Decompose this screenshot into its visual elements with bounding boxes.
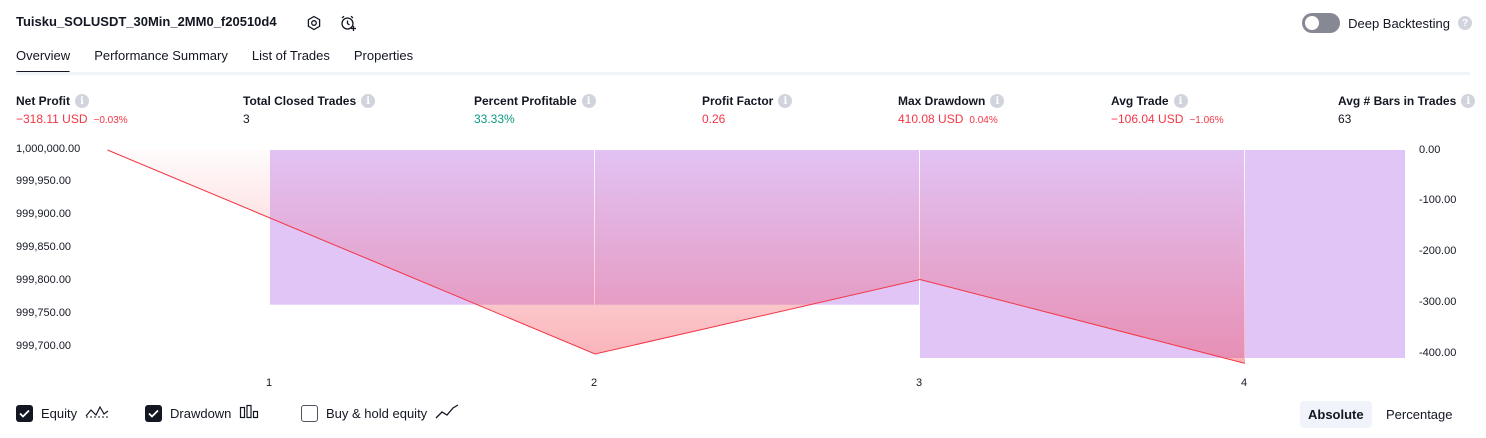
y-tick-right: -300.00 (1419, 296, 1457, 308)
info-icon[interactable]: i (75, 94, 89, 108)
stat-percent: −1.06% (1189, 115, 1224, 126)
equity-icon (85, 404, 109, 423)
stat-percent-profitable: Percent Profitable i 33.33% (474, 94, 596, 126)
tab-list-of-trades[interactable]: List of Trades (251, 48, 330, 63)
stat-label: Percent Profitable (474, 94, 577, 108)
stat-label: Net Profit (16, 94, 70, 108)
stat-profit-factor: Profit Factor i 0.26 (702, 94, 793, 126)
drawdown-checkbox[interactable] (145, 405, 162, 422)
stat-value: 410.08 USD (898, 112, 964, 126)
y-tick-left: 999,750.00 (16, 307, 72, 319)
stat-value: 33.33% (474, 112, 515, 126)
info-icon[interactable]: i (990, 94, 1005, 108)
y-tick-left: 999,800.00 (16, 274, 72, 286)
legend-equity[interactable]: Equity (16, 404, 109, 423)
y-tick-left: 1,000,000.00 (16, 143, 81, 155)
stat-percent: 0.04% (969, 115, 998, 126)
percentage-mode-button[interactable]: Percentage (1386, 407, 1453, 422)
x-tick: 1 (266, 377, 273, 389)
legend-label: Buy & hold equity (326, 406, 428, 421)
stat-value: −106.04 USD (1111, 112, 1184, 126)
absolute-mode-button[interactable]: Absolute (1300, 401, 1372, 428)
legend-drawdown[interactable]: Drawdown (145, 404, 259, 423)
drawdown-bar (1245, 150, 1405, 358)
deep-backtesting-toggle[interactable] (1302, 13, 1341, 33)
buy-hold-checkbox[interactable] (301, 405, 318, 422)
help-icon[interactable]: ? (1458, 16, 1472, 30)
y-tick-left: 999,950.00 (16, 175, 72, 187)
add-alert-icon[interactable] (337, 12, 359, 34)
info-icon[interactable]: i (581, 94, 596, 108)
deep-backtesting-control: Deep Backtesting ? (1302, 13, 1472, 33)
info-icon[interactable]: i (361, 94, 376, 108)
stat-value: −318.11 USD (16, 112, 88, 126)
stat-label: Profit Factor (702, 94, 774, 108)
legend-label: Drawdown (170, 406, 232, 421)
y-tick-right: -200.00 (1419, 245, 1457, 257)
equity-line (107, 149, 1246, 364)
info-icon[interactable]: i (1461, 94, 1476, 108)
x-tick: 4 (1241, 377, 1248, 389)
legend-buy-hold-equity[interactable]: Buy & hold equity (301, 404, 459, 423)
stat-percent: −0.03% (93, 115, 128, 126)
stat-value: 3 (243, 112, 250, 126)
equity-checkbox[interactable] (16, 405, 33, 422)
stat-value: 0.26 (702, 112, 726, 126)
y-tick-left: 999,850.00 (16, 241, 72, 253)
y-tick-right: -100.00 (1419, 194, 1457, 206)
strategy-title: Tuisku_SOLUSDT_30Min_2MM0_f20510d4 (16, 14, 277, 29)
y-tick-right: -400.00 (1419, 347, 1457, 359)
stat-label: Total Closed Trades (243, 94, 357, 108)
stat-avg-trade: Avg Trade i −106.04 USD −1.06% (1111, 94, 1224, 126)
drawdown-icon (239, 404, 259, 423)
equity-area (107, 150, 1245, 364)
settings-icon[interactable] (303, 12, 325, 34)
stat-total-closed-trades: Total Closed Trades i 3 (243, 94, 376, 126)
tab-performance-summary[interactable]: Performance Summary (94, 48, 228, 63)
stat-label: Avg Trade (1111, 94, 1169, 108)
x-tick: 2 (591, 377, 598, 389)
x-tick: 3 (916, 377, 923, 389)
stat-label: Avg # Bars in Trades (1338, 94, 1457, 108)
stat-value: 63 (1338, 112, 1352, 126)
stat-net-profit: Net Profit i −318.11 USD −0.03% (16, 94, 128, 126)
y-tick-left: 999,900.00 (16, 208, 72, 220)
tabs-divider (16, 72, 1470, 75)
legend-label: Equity (41, 406, 78, 421)
buy-hold-icon (435, 404, 459, 423)
deep-backtesting-label: Deep Backtesting (1348, 15, 1450, 31)
stat-label: Max Drawdown (898, 94, 986, 108)
stat-max-drawdown: Max Drawdown i 410.08 USD 0.04% (898, 94, 1005, 126)
stat-avg-bars-in-trades: Avg # Bars in Trades i 63 (1338, 94, 1476, 126)
y-tick-right: 0.00 (1419, 144, 1441, 156)
info-icon[interactable]: i (1173, 94, 1188, 108)
tab-properties[interactable]: Properties (353, 48, 414, 63)
info-icon[interactable]: i (778, 94, 793, 108)
y-tick-left: 999,700.00 (16, 340, 72, 352)
